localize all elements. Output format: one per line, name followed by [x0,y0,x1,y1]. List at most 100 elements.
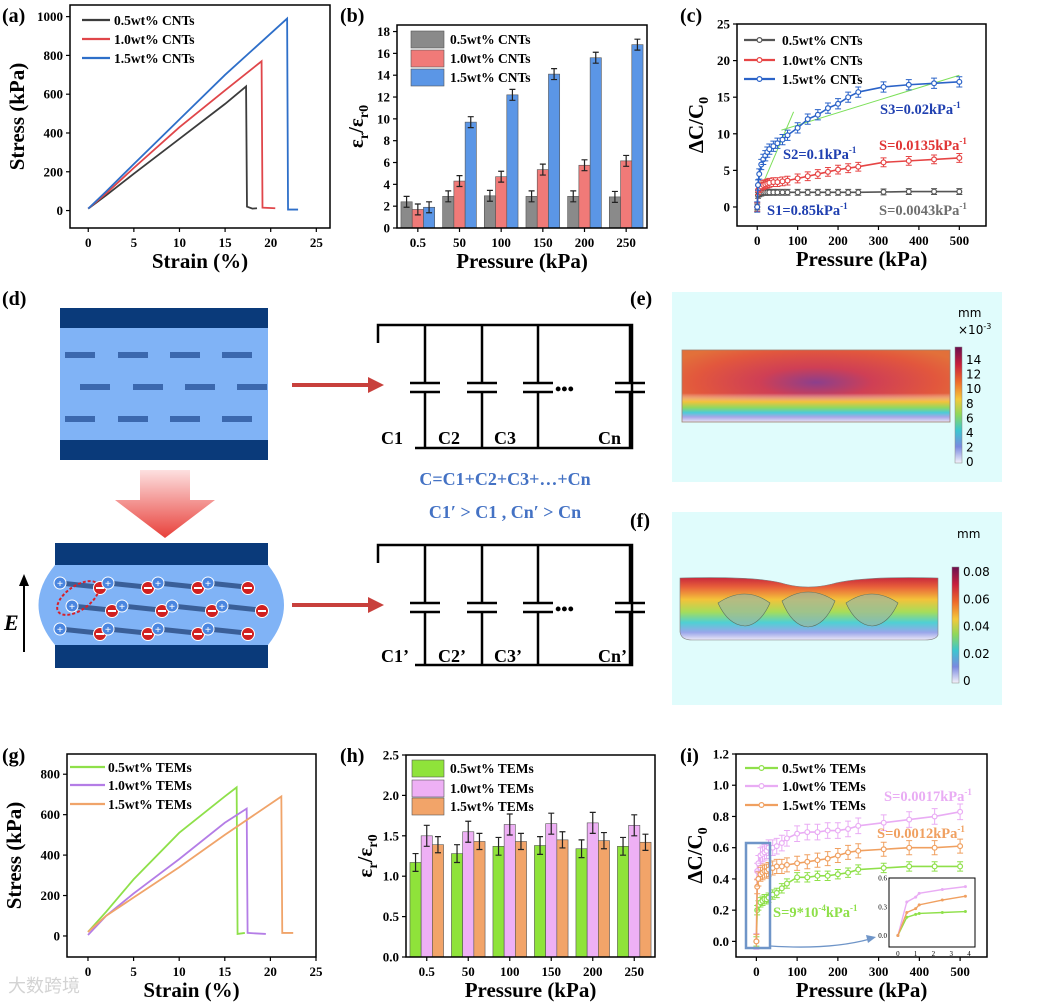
data-point [880,159,887,166]
data-point [773,863,780,870]
x-tick-label: 10 [173,235,186,250]
data-point [957,808,964,815]
filler-dash [80,384,110,390]
circuit-wire [376,323,634,450]
y-tick-label: 6 [384,155,391,170]
panel-label-h: (h) [340,745,364,767]
legend-label: 0.5wt% TEMs [108,760,192,775]
data-point [766,146,773,153]
error-bar [495,836,502,856]
legend-swatch [411,797,445,816]
data-point [773,843,780,850]
filler-dash [118,416,148,422]
data-point [835,189,842,196]
x-tick-label: 200 [828,964,848,979]
data-point [855,866,862,873]
bar [617,846,629,958]
electrode-top [60,308,268,328]
data-point [814,111,821,118]
slope-annotation: S2=0.1kPa-1 [783,145,857,163]
x-tick-label: 0 [753,964,760,979]
x-tick-label: 150 [533,235,553,250]
x-axis-title: Pressure (kPa) [796,247,928,271]
plot-frame [396,24,648,229]
x-tick-label: 100 [787,964,807,979]
plus-sign: + [205,578,211,590]
panel-label-f: (f) [630,510,650,532]
data-point [931,844,938,851]
sphere [781,591,836,628]
data-point [773,889,780,896]
series-line [87,785,245,935]
dipole: + [65,599,119,618]
positive-charge-icon [151,576,165,590]
minus-sign [96,587,104,589]
data-point [778,863,785,870]
filler-dash [237,384,267,390]
colorbar-unit: mm [957,527,980,541]
data-point [880,846,887,853]
plus-sign: + [119,601,125,613]
series-line [87,806,266,936]
slope-annotation: S=0.0043kPa-1 [879,201,967,219]
simulation-f: mm 0.08 0.06 0.04 0.02 0 [672,512,1002,705]
error-bar [611,190,618,203]
error-bar [486,189,493,202]
error-bar [467,116,474,129]
data-point [905,157,912,164]
data-point [855,847,862,854]
data-point [906,816,913,823]
data-point [956,188,963,195]
panel-label-b: (b) [340,5,364,27]
filler-dash [185,384,215,390]
data-point [778,885,785,892]
positive-charge-icon [165,599,179,613]
colorbar-label: 8 [966,397,974,411]
colorbar-unit: mm [958,306,981,320]
y-tick-label: 200 [41,888,61,903]
x-tick-label: 250 [616,235,636,250]
circuit-wire [376,543,634,667]
data-point [774,140,781,147]
dipole: + [165,599,219,618]
electrode-bottom [60,440,268,460]
error-bar [423,824,430,847]
annotation-text: S=9*10 [773,905,818,921]
error-bar [517,832,524,851]
data-point [905,188,912,195]
y-tick-label: 14 [377,68,391,83]
y-tick-label: 0.0 [713,934,729,949]
y-axis-title-subscript: r [357,133,372,139]
plus-sign: + [105,624,111,636]
right-arrowhead-icon [368,597,384,613]
data-point [783,861,790,868]
dipole: + [215,599,269,618]
y-tick-label: 10 [377,111,390,126]
cnt-fillers [65,352,267,422]
y-tick-label: 0 [384,221,391,236]
plus-sign: + [69,601,75,613]
y-axis-title-part: ΔC/C [683,834,707,883]
inset-data-point [917,911,921,915]
annotation-text: S2=0.1kPa [783,147,850,163]
filler-dash [118,352,148,358]
x-tick-label: 100 [500,964,520,979]
plus-sign: + [57,624,63,636]
annotation-superscript: -4 [818,903,826,913]
bar [464,121,477,229]
error-bar [454,844,461,864]
y-tick-label: 18 [377,24,391,39]
bar [453,180,466,229]
data-point [784,177,791,184]
annotation-text: S3=0.02kPa [880,102,954,118]
colorbar-label: 4 [966,426,974,440]
y-tick-label: 400 [41,848,61,863]
inset-data-point [940,888,944,891]
inset-data-point [914,895,918,899]
filler-dash [222,352,252,358]
positive-charge-icon [65,599,79,613]
x-tick-label: 0 [85,964,92,979]
data-point [783,880,790,887]
data-point [834,852,841,859]
